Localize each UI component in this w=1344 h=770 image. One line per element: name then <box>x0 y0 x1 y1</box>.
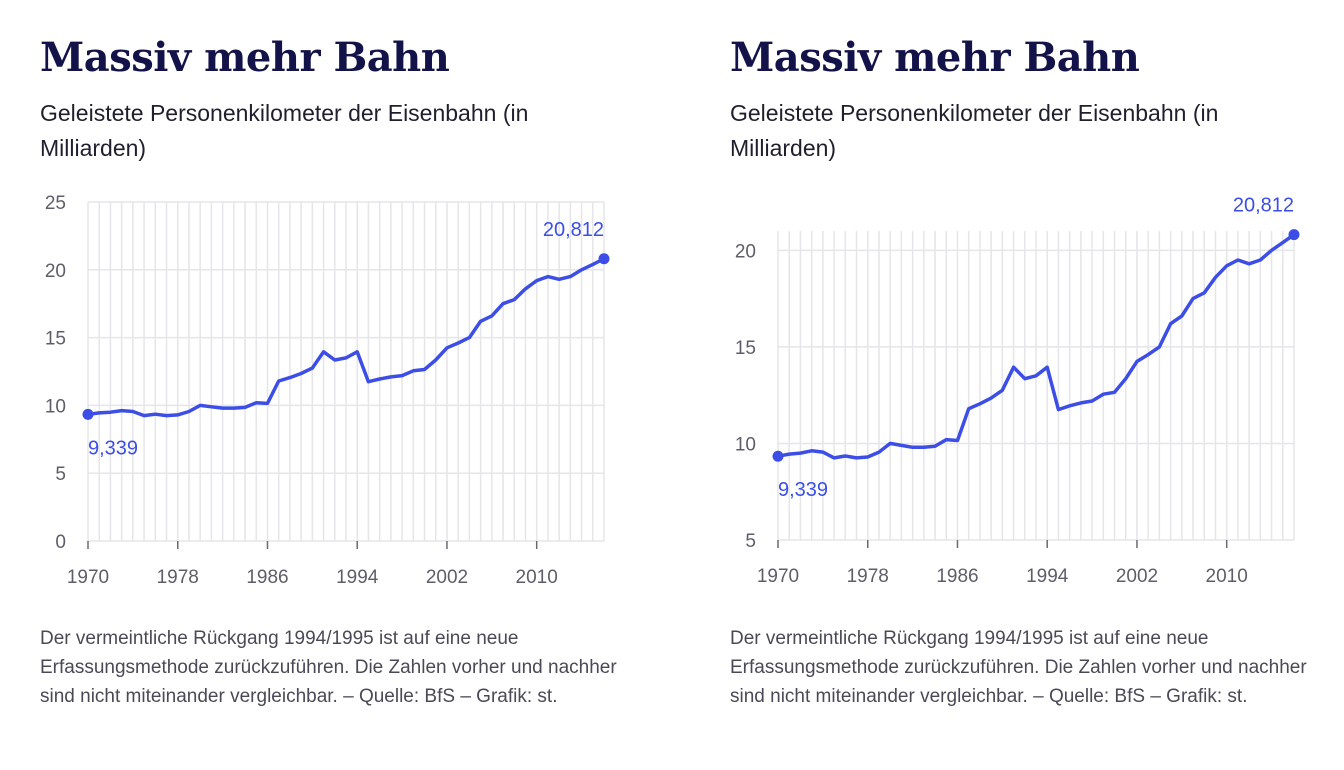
line-chart: 5 10 15 20 1970 1978 1986 1994 2002 2010 9,339 20,8… <box>735 195 1300 587</box>
y-tick-label: 15 <box>735 338 756 359</box>
vertical-gridlines <box>87 202 605 541</box>
start-point-marker <box>82 408 94 420</box>
series-line <box>86 257 606 418</box>
y-tick-label: 5 <box>55 464 66 485</box>
x-tick-label: 1970 <box>67 567 109 588</box>
x-axis: 1970 1978 1986 1994 2002 2010 <box>67 541 558 588</box>
vertical-gridlines <box>777 231 1295 540</box>
chart-subtitle: Geleistete Personenkilometer der Eisenba… <box>730 100 1219 161</box>
source-note: Der vermeintliche Rückgang 1994/1995 ist… <box>40 628 617 707</box>
y-tick-label: 0 <box>55 532 66 553</box>
end-point-marker <box>598 253 610 265</box>
x-tick-label: 2010 <box>516 567 558 588</box>
x-tick-label: 2010 <box>1206 566 1248 587</box>
x-tick-label: 2002 <box>426 567 468 588</box>
x-tick-label: 1994 <box>336 567 379 588</box>
y-tick-label: 10 <box>735 434 756 455</box>
horizontal-gridlines: 0 5 10 15 20 25 <box>45 193 604 553</box>
end-value-label: 20,812 <box>543 219 604 241</box>
x-tick-label: 1978 <box>157 567 199 588</box>
x-tick-label: 1994 <box>1026 566 1069 587</box>
x-tick-label: 1986 <box>246 567 288 588</box>
y-tick-label: 20 <box>735 241 756 262</box>
x-tick-label: 1986 <box>936 566 978 587</box>
x-tick-label: 1970 <box>757 566 799 587</box>
start-value-label: 9,339 <box>88 437 138 459</box>
chart-panel-left: Massiv mehr Bahn Geleistete Personenkilo… <box>0 0 640 770</box>
x-axis: 1970 1978 1986 1994 2002 2010 <box>757 540 1248 587</box>
y-tick-label: 5 <box>745 531 756 552</box>
chart-title: Massiv mehr Bahn <box>40 34 450 81</box>
start-point-marker <box>772 450 784 462</box>
start-value-label: 9,339 <box>778 479 828 501</box>
chart-panel-right: Massiv mehr Bahn Geleistete Personenkilo… <box>690 0 1330 770</box>
chart-title: Massiv mehr Bahn <box>730 34 1140 81</box>
horizontal-gridlines: 5 10 15 20 <box>735 241 1294 552</box>
y-tick-label: 10 <box>45 396 66 417</box>
y-tick-label: 15 <box>45 329 66 350</box>
end-value-label: 20,812 <box>1233 195 1294 217</box>
y-tick-label: 20 <box>45 261 66 282</box>
end-point-marker <box>1288 229 1300 241</box>
source-note: Der vermeintliche Rückgang 1994/1995 ist… <box>730 628 1307 707</box>
line-chart: 0 5 10 15 20 25 1970 1978 1986 1994 2002 2010 9,339 2… <box>45 193 610 588</box>
chart-subtitle: Geleistete Personenkilometer der Eisenba… <box>40 100 529 161</box>
x-tick-label: 2002 <box>1116 566 1158 587</box>
series-line <box>776 232 1296 460</box>
y-tick-label: 25 <box>45 193 66 214</box>
x-tick-label: 1978 <box>847 566 889 587</box>
